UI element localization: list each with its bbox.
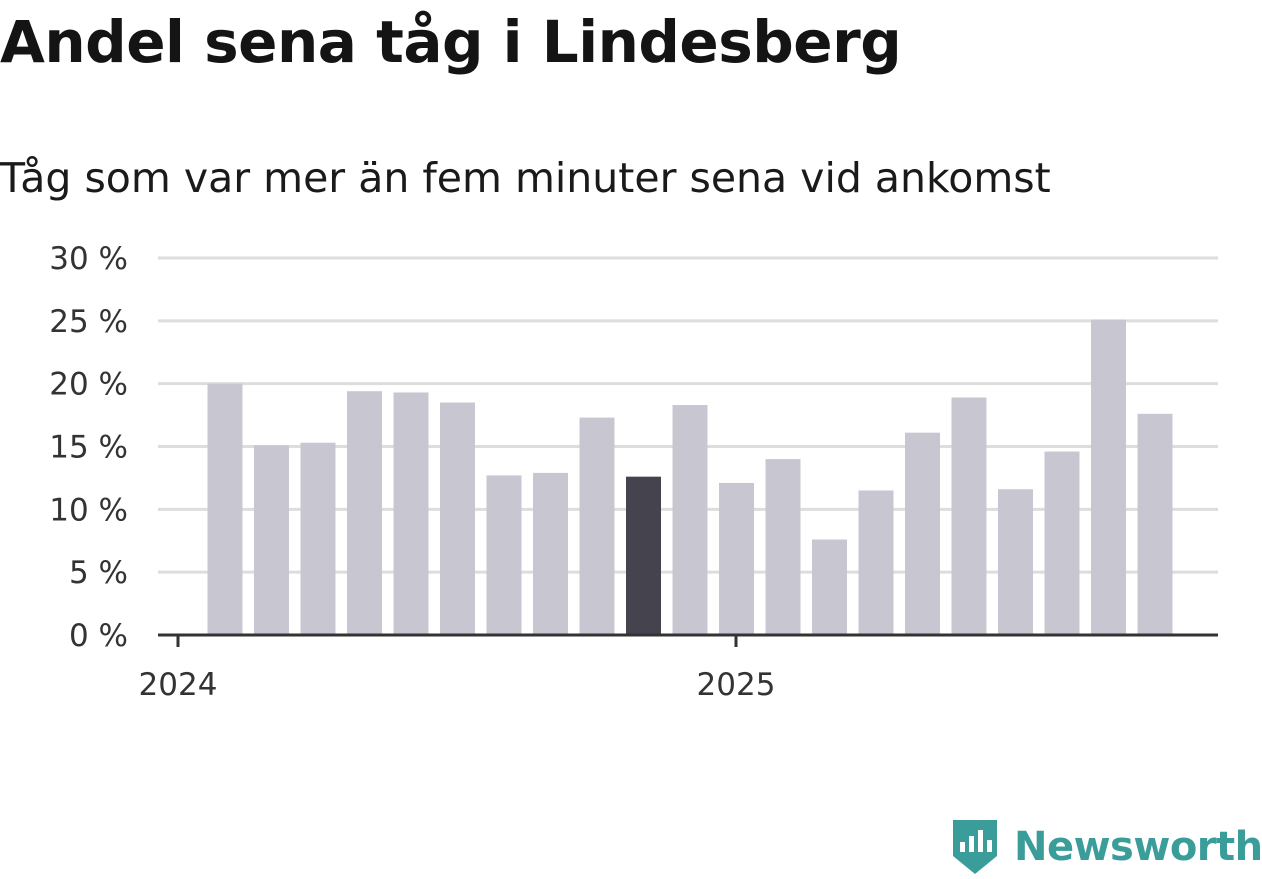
x-tick-label: 2024	[139, 667, 218, 703]
y-tick-label: 0 %	[69, 618, 128, 654]
bar-2025-07	[1044, 451, 1080, 635]
bar-2025-09	[1137, 413, 1173, 635]
y-tick-labels: 0 % 5 % 10 % 15 % 20 % 25 % 30 %	[49, 241, 128, 654]
bar-2024-12	[719, 482, 754, 635]
bar-2025-04	[905, 432, 940, 635]
y-tick-label: 30 %	[49, 241, 128, 277]
bar-2025-08	[1091, 319, 1126, 635]
bar-2025-06	[998, 489, 1033, 635]
bar-2025-02	[812, 539, 847, 635]
bar-2025-05	[951, 397, 987, 635]
bar-2024-08	[533, 472, 568, 635]
bar-2024-05	[393, 392, 429, 635]
y-tick-label: 10 %	[49, 492, 128, 528]
bar-2024-01	[207, 383, 243, 635]
bar-2025-03	[858, 490, 894, 635]
y-tick-label: 5 %	[69, 555, 128, 591]
y-tick-label: 15 %	[49, 430, 128, 466]
bar-2024-02	[254, 445, 289, 635]
chart-title: Andel sena tåg i Lindesberg	[0, 8, 902, 76]
x-tick-labels: 2024 2025	[139, 667, 776, 703]
bar-2024-06	[440, 402, 475, 635]
bar-2024-03	[300, 442, 336, 635]
bar-2025-01	[765, 459, 801, 635]
y-tick-label: 20 %	[49, 367, 128, 403]
y-tick-label: 25 %	[49, 304, 128, 340]
bars	[207, 319, 1173, 635]
bar-2024-09	[579, 417, 615, 635]
newsworthy-logo-icon	[953, 820, 997, 874]
bar-2024-11	[672, 405, 708, 635]
bar-2024-07	[486, 475, 522, 635]
brand-name: Newsworthy	[1014, 824, 1262, 870]
bar-2024-04	[347, 391, 382, 635]
x-axis	[158, 633, 1218, 647]
newsworthy-logo: Newsworthy	[950, 815, 1262, 879]
chart-subtitle: Tåg som var mer än fem minuter sena vid …	[0, 154, 1051, 202]
x-tick-label: 2025	[697, 667, 776, 703]
bar-2024-10	[626, 476, 661, 635]
